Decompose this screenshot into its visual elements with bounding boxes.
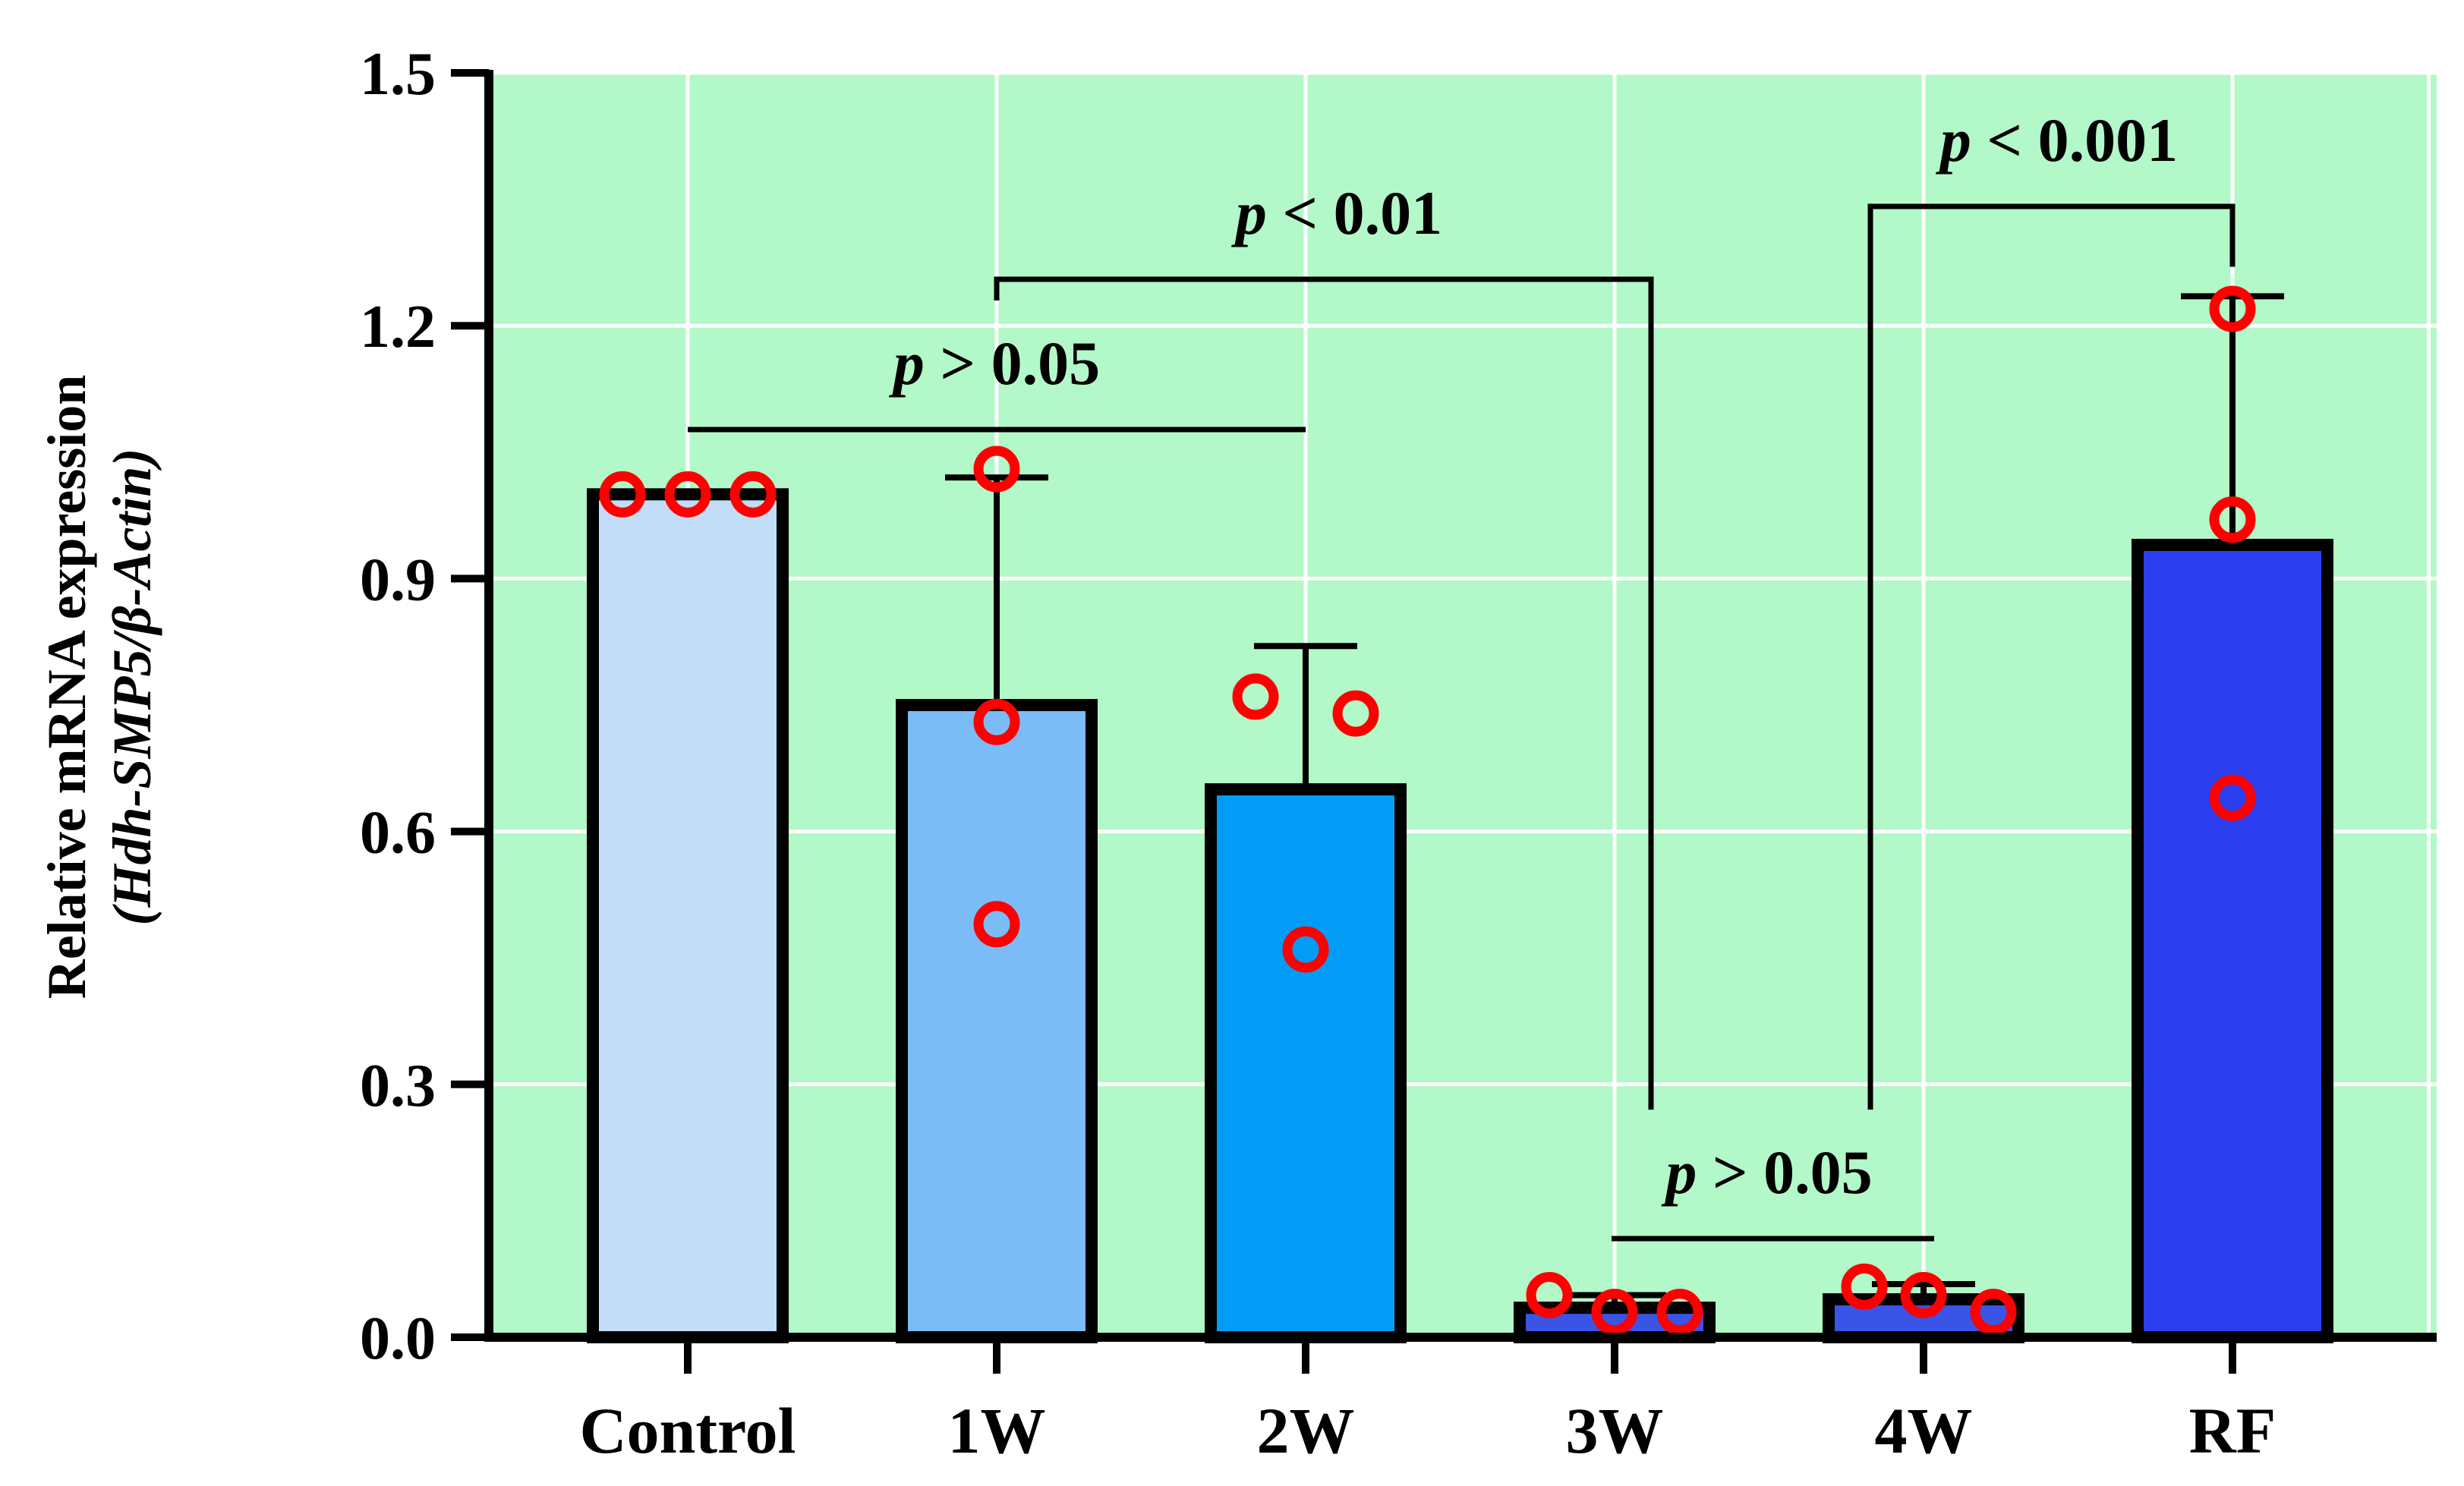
x-tick-label-control: Control	[579, 1394, 796, 1467]
x-tick-label-4w: 4W	[1875, 1394, 1973, 1467]
bar-control	[587, 488, 789, 1343]
x-tick-label-3w: 3W	[1566, 1394, 1664, 1467]
data-point	[1656, 1289, 1703, 1336]
data-point	[1591, 1289, 1638, 1336]
x-tick-label-1w: 1W	[948, 1394, 1046, 1467]
y-axis-title-line2: (Hdh-SMP5/β-Actin)	[102, 449, 162, 926]
data-point	[2209, 496, 2256, 543]
y-axis-title-line1: Relative mRNA expression	[36, 375, 97, 1000]
bar-1w	[896, 699, 1098, 1343]
data-point	[664, 471, 711, 518]
y-axis-title: Relative mRNA expression (Hdh-SMP5/β-Act…	[36, 375, 162, 1000]
data-point	[1332, 690, 1379, 737]
y-tick-label: 1.5	[360, 41, 436, 108]
data-point	[2209, 774, 2256, 821]
x-tick-label-2w: 2W	[1257, 1394, 1355, 1467]
data-point	[599, 471, 646, 518]
y-tick-label: 0.0	[360, 1305, 436, 1372]
significance-label: p > 0.05	[1661, 1138, 1872, 1207]
data-point	[1526, 1271, 1573, 1318]
significance-bracket	[994, 276, 1654, 1110]
significance-brackets: p > 0.05 p < 0.01 p < 0.001 p > 0.05	[688, 105, 2236, 1242]
data-point	[973, 445, 1020, 493]
significance-bracket	[1867, 203, 2236, 1110]
data-point	[1232, 673, 1279, 720]
y-tick-label: 1.2	[360, 294, 436, 360]
data-point	[1900, 1271, 1947, 1318]
significance-label: p < 0.001	[1936, 105, 2178, 175]
significance-label: p < 0.01	[1231, 178, 1442, 247]
x-tick-label-rf: RF	[2189, 1394, 2277, 1467]
data-points	[599, 285, 2256, 1336]
data-point	[1282, 926, 1329, 973]
y-tick-label: 0.9	[360, 546, 436, 613]
bar-2w	[1205, 783, 1407, 1343]
data-point	[973, 698, 1020, 745]
data-point	[729, 471, 777, 518]
significance-label: p > 0.05	[889, 329, 1100, 398]
y-tick-label: 0.6	[360, 800, 436, 867]
axes: 0.0 0.3 0.6 0.9 1.2 1.5 Control 1W 2W 3W 4W RF	[360, 41, 2437, 1467]
data-point	[2209, 285, 2256, 332]
data-point	[1970, 1289, 2017, 1336]
y-tick-label: 0.3	[360, 1053, 436, 1119]
bar-rf	[2132, 538, 2333, 1343]
plot-background	[489, 73, 2437, 1337]
data-point	[973, 901, 1020, 948]
data-point	[1841, 1263, 1888, 1310]
